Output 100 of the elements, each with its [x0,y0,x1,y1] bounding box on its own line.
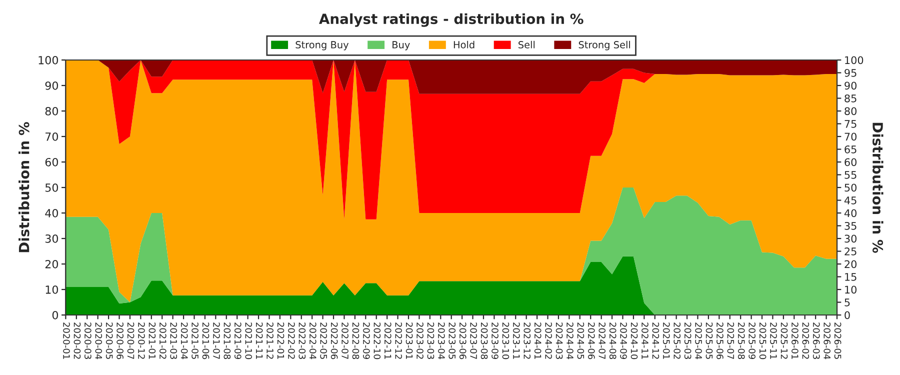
x-tick-label: 2022-12 [395,322,402,359]
y2-tick-label: 10 [845,286,857,294]
x-tick-label: 2023-10 [502,322,510,360]
x-tick-label: 2025-01 [662,322,670,359]
y2-tick-label: 40 [844,209,857,218]
y2-tick-label: 50 [844,184,857,192]
x-tick-label: 2024-05 [577,322,584,359]
x-tick-label: 2023-03 [427,322,434,359]
x-tick-label: 2021-12 [266,322,274,359]
y2-axis-title: Distribution in % [872,122,884,253]
x-tick-label: 2020-02 [74,322,81,359]
x-tick-label: 2022-08 [352,322,360,360]
y2-tick-label: 20 [844,260,857,268]
legend-label: Buy [392,41,410,50]
x-tick-label: 2026-05 [834,322,842,359]
x-tick-label: 2023-06 [459,322,466,360]
x-tick-label: 2026-03 [812,322,820,359]
x-tick-label: 2024-08 [609,322,616,360]
y-tick-label: 80 [45,106,58,116]
x-tick-label: 2023-11 [513,322,520,359]
x-tick-label: 2024-12 [652,322,660,359]
x-tick-label: 2025-06 [716,322,724,360]
x-tick-label: 2023-12 [524,322,531,359]
x-tick-label: 2025-02 [674,322,681,359]
y2-tick-label: 45 [844,196,856,204]
x-tick-label: 2020-03 [84,322,92,359]
x-tick-label: 2021-06 [202,322,210,360]
x-tick-label: 2022-05 [320,322,328,359]
x-tick-label: 2025-03 [684,322,692,359]
y2-tick-label: 55 [844,171,856,179]
x-tick-label: 2021-02 [159,322,166,359]
x-tick-label: 2022-11 [384,322,392,359]
y-tick-label: 10 [46,285,58,294]
x-tick-label: 2023-05 [448,322,456,359]
x-tick-label: 2023-01 [406,322,413,359]
x-tick-label: 2026-01 [792,322,798,359]
x-tick-label: 2021-09 [234,322,242,360]
x-tick-label: 2021-04 [180,322,188,360]
x-tick-label: 2022-01 [277,322,284,359]
x-tick-label: 2022-07 [342,322,348,359]
x-tick-label: 2023-08 [480,322,488,360]
y2-tick-label: 5 [844,298,850,306]
y2-tick-label: 35 [844,222,856,230]
y2-tick-label: 30 [844,234,857,243]
x-tick-label: 2025-09 [748,322,756,360]
y2-tick-label: 85 [844,94,856,102]
x-tick-label: 2024-04 [566,322,574,360]
x-tick-label: 2022-10 [374,322,381,360]
y2-tick-label: 15 [845,273,856,281]
legend-label: Strong Buy [296,41,349,50]
y-tick-label: 30 [45,234,58,243]
x-tick-label: 2020-05 [106,322,113,359]
x-tick-label: 2024-03 [556,322,563,359]
x-tick-label: 2022-04 [309,322,316,360]
x-tick-label: 2022-02 [288,322,295,359]
x-tick-label: 2025-08 [738,322,745,360]
chart-title: Analyst ratings - distribution in % [319,13,584,27]
x-tick-label: 2026-04 [824,322,830,360]
y-tick-label: 50 [45,183,58,192]
x-tick-label: 2025-07 [727,322,734,359]
x-tick-label: 2024-09 [620,322,627,360]
x-tick-label: 2020-04 [95,322,102,360]
x-tick-label: 2024-07 [598,322,606,359]
x-tick-label: 2024-10 [630,322,638,360]
x-tick-label: 2022-03 [298,322,306,359]
y2-tick-label: 25 [844,247,856,256]
x-tick-label: 2022-06 [330,322,338,360]
y2-tick-label: 0 [844,311,850,320]
y-tick-label: 70 [46,132,58,141]
y2-tick-label: 65 [844,145,856,154]
x-tick-label: 2024-01 [534,322,542,359]
x-tick-label: 2023-07 [470,322,477,359]
y2-tick-label: 70 [844,132,857,141]
x-tick-label: 2024-06 [588,322,595,360]
x-tick-label: 2020-06 [116,322,124,360]
x-tick-label: 2025-12 [780,322,788,359]
x-tick-label: 2021-11 [256,322,263,359]
x-tick-label: 2024-02 [545,322,552,359]
x-tick-label: 2021-10 [245,322,252,360]
y2-tick-label: 60 [844,158,857,166]
x-tick-label: 2020-07 [127,322,134,359]
x-tick-label: 2021-01 [148,322,156,359]
legend-label: Hold [454,40,474,48]
x-tick-label: 2024-11 [642,322,648,359]
x-tick-label: 2021-07 [213,322,220,359]
y-tick-label: 60 [45,158,58,166]
x-tick-label: 2023-02 [416,322,424,359]
x-tick-label: 2025-11 [770,322,777,359]
x-tick-label: 2023-09 [492,322,498,360]
x-tick-label: 2023-04 [438,322,445,360]
x-tick-label: 2026-02 [802,322,810,359]
x-tick-label: 2025-10 [759,322,766,360]
legend-label: Strong Sell [578,40,630,50]
y2-tick-label: 95 [844,68,856,77]
y-tick-label: 0 [52,310,58,320]
y-tick-label: 90 [45,81,58,90]
y-axis-title: Distribution in % [18,122,30,252]
y2-tick-label: 90 [844,82,857,90]
x-tick-label: 2022-09 [363,322,370,360]
legend-label: Sell [518,40,535,48]
